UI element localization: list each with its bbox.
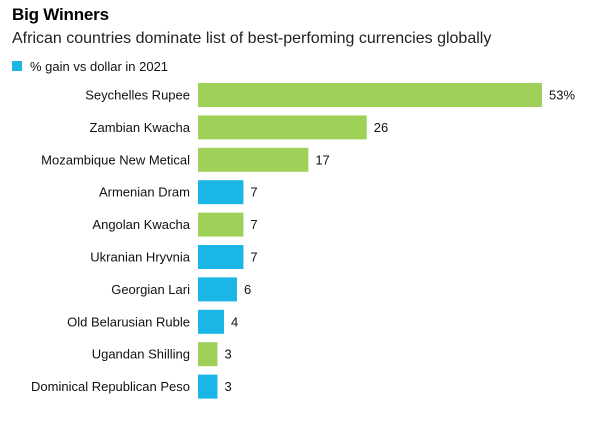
bar xyxy=(198,212,244,237)
value-label: 7 xyxy=(250,185,257,200)
legend: % gain vs dollar in 2021 xyxy=(12,58,168,74)
value-label: 3 xyxy=(224,379,231,394)
bar xyxy=(198,115,367,140)
bar xyxy=(198,83,542,107)
category-label: Seychelles Rupee xyxy=(85,88,190,103)
chart-subtitle: African countries dominate list of best-… xyxy=(12,30,492,47)
chart-title: Big Winners xyxy=(12,5,109,24)
value-label: 6 xyxy=(244,282,251,297)
category-label: Old Belarusian Ruble xyxy=(67,314,190,329)
category-label: Dominical Republican Peso xyxy=(31,379,190,394)
value-label: 7 xyxy=(250,250,257,265)
category-label: Armenian Dram xyxy=(99,185,190,200)
bar xyxy=(198,309,224,334)
bar xyxy=(198,277,237,302)
category-label: Mozambique New Metical xyxy=(41,152,190,167)
bar xyxy=(198,180,244,205)
bar xyxy=(198,147,309,172)
legend-swatch xyxy=(12,61,22,71)
value-label: 3 xyxy=(224,347,231,362)
value-label: 26 xyxy=(374,120,388,135)
category-label: Ugandan Shilling xyxy=(92,347,190,362)
category-label: Georgian Lari xyxy=(111,282,190,297)
legend-label: % gain vs dollar in 2021 xyxy=(30,58,169,74)
category-label: Ukranian Hryvnia xyxy=(90,250,190,265)
value-label: 53% xyxy=(549,88,575,103)
value-label: 17 xyxy=(315,152,329,167)
value-label: 7 xyxy=(250,217,257,232)
category-label: Zambian Kwacha xyxy=(90,120,191,135)
bar xyxy=(198,245,244,269)
bar xyxy=(198,374,218,399)
bar xyxy=(198,342,218,367)
category-label: Angolan Kwacha xyxy=(92,217,190,232)
value-label: 4 xyxy=(231,314,238,329)
